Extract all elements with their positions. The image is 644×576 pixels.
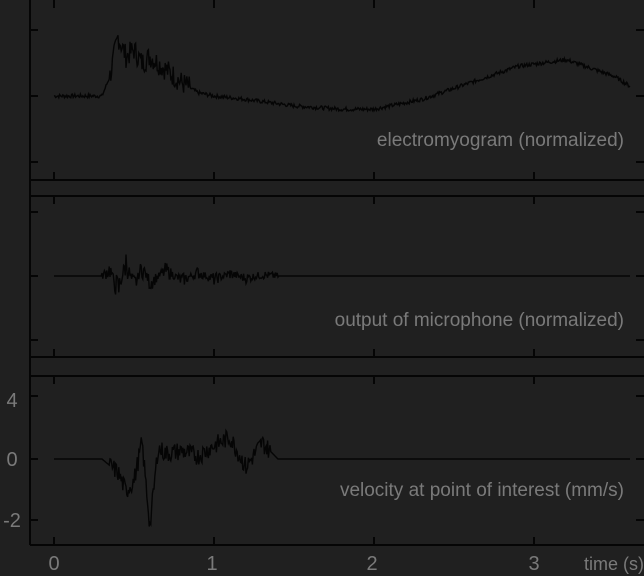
x-axis-label: time (s) <box>584 554 644 574</box>
panel-middle-label: output of microphone (normalized) <box>335 310 624 331</box>
panel-top-label: electromyogram (normalized) <box>377 130 624 151</box>
tick-marks <box>30 0 644 545</box>
panel-bottom-label: velocity at point of interest (mm/s) <box>340 480 624 501</box>
y-tick-label: 0 <box>6 449 17 471</box>
x-tick-label: 2 <box>366 553 377 575</box>
y-tick-label: 4 <box>6 390 17 412</box>
series-line <box>53 35 631 113</box>
x-tick-label: 3 <box>528 553 539 575</box>
y-tick-label: -2 <box>3 510 21 532</box>
series-velocity <box>54 428 630 528</box>
series-line <box>54 254 630 295</box>
series-electromyogram <box>53 35 631 113</box>
x-tick-label: 1 <box>206 553 217 575</box>
x-tick-label: 0 <box>48 553 59 575</box>
series-line <box>54 428 630 528</box>
series-microphone <box>54 254 630 295</box>
panel-middle <box>30 195 644 358</box>
